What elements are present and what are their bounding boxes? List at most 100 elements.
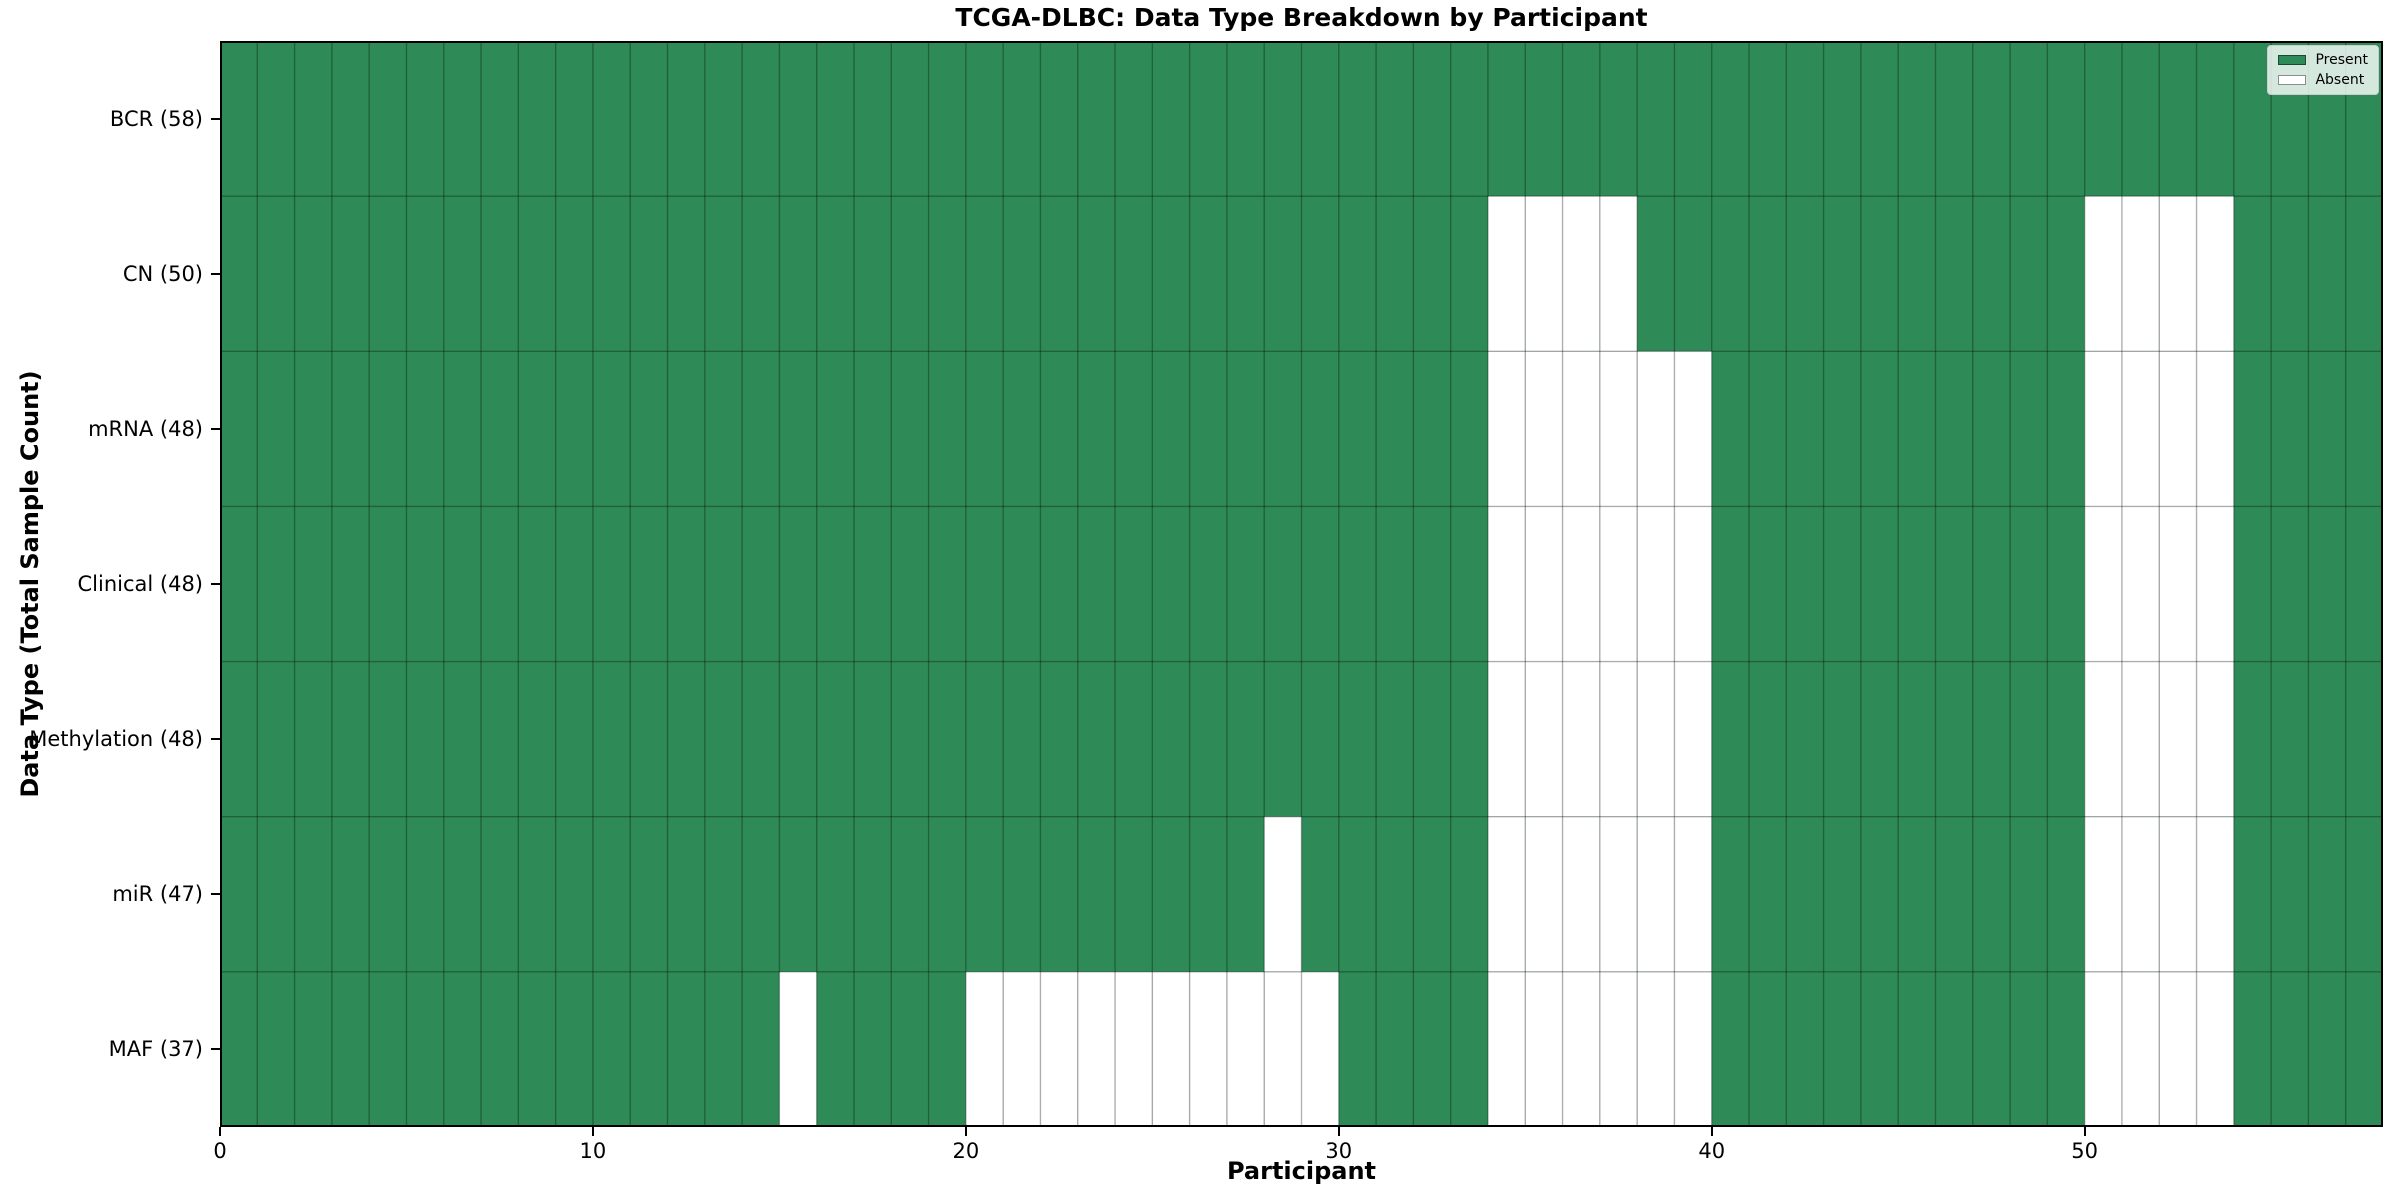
y-tick-label: miR (47) (112, 882, 203, 907)
absent-cell (2084, 351, 2122, 507)
x-axis-label: Participant (1226, 1157, 1377, 1185)
absent-cell (2196, 351, 2234, 507)
absent-cell (1487, 971, 1526, 1127)
x-tick-mark (2083, 1127, 2086, 1136)
absent-cell (2121, 506, 2160, 662)
y-tick-mark (211, 117, 220, 120)
y-tick-label: Methylation (48) (29, 727, 203, 752)
absent-cell (1189, 971, 1227, 1127)
absent-cell (1599, 351, 1638, 507)
x-tick-label: 50 (2071, 1139, 2099, 1163)
legend-label-absent: Absent (2315, 72, 2365, 88)
absent-cell (1674, 661, 1712, 817)
absent-cell (1115, 971, 1153, 1127)
absent-cell (1226, 971, 1265, 1127)
x-tick-label: 0 (213, 1139, 227, 1163)
y-tick-label: mRNA (48) (88, 416, 203, 441)
absent-cell (1562, 196, 1600, 352)
absent-cell (1264, 816, 1302, 972)
absent-cell (2084, 816, 2122, 972)
absent-cell (1599, 196, 1638, 352)
absent-cell (1599, 971, 1638, 1127)
absent-cell (2084, 661, 2122, 817)
absent-cell (1637, 506, 1675, 662)
x-tick-mark (1337, 1127, 1340, 1136)
absent-cell (2084, 971, 2122, 1127)
x-tick-mark (591, 1127, 594, 1136)
absent-cell (1599, 661, 1638, 817)
y-tick-mark (211, 1048, 220, 1051)
absent-cell (2121, 196, 2160, 352)
absent-cell (2084, 506, 2122, 662)
absent-cell (1525, 661, 1563, 817)
absent-cell (779, 971, 817, 1127)
absent-cell (1599, 816, 1638, 972)
y-tick-label: BCR (58) (109, 106, 203, 131)
absent-cell (2159, 351, 2197, 507)
absent-cell (1637, 816, 1675, 972)
absent-cell (1674, 506, 1712, 662)
absent-cell (1487, 661, 1526, 817)
y-tick-mark (211, 738, 220, 741)
absent-cell (2121, 661, 2160, 817)
absent-cell (2121, 351, 2160, 507)
x-tick-label: 40 (1698, 1139, 1726, 1163)
absent-cell (1487, 196, 1526, 352)
absent-cell (1674, 351, 1712, 507)
legend-entry-present: Present (2278, 53, 2368, 67)
absent-cell (965, 971, 1004, 1127)
absent-cell (1562, 971, 1600, 1127)
absent-cell (1674, 971, 1712, 1127)
absent-cell (2159, 661, 2197, 817)
legend: Present Absent (2267, 45, 2379, 95)
absent-cell (1525, 971, 1563, 1127)
chart-title: TCGA-DLBC: Data Type Breakdown by Partic… (955, 3, 1648, 32)
y-tick-mark (211, 427, 220, 430)
plot-border (220, 41, 2383, 1127)
y-tick-label: CN (50) (122, 261, 203, 286)
absent-cell (1301, 971, 1339, 1127)
absent-cell (1264, 971, 1302, 1127)
absent-cell (1487, 351, 1526, 507)
absent-cell (2159, 971, 2197, 1127)
absent-cell (1040, 971, 1078, 1127)
absent-cell (2196, 661, 2234, 817)
y-tick-label: Clinical (48) (77, 572, 203, 596)
absent-cell (1487, 816, 1526, 972)
absent-cell (1637, 971, 1675, 1127)
absent-cell (2196, 816, 2234, 972)
legend-entry-absent: Absent (2278, 73, 2368, 87)
y-tick-mark (211, 272, 220, 275)
absent-cell (2121, 971, 2160, 1127)
y-tick-label: MAF (37) (108, 1037, 203, 1062)
absent-cell (1562, 351, 1600, 507)
absent-cell (1562, 661, 1600, 817)
absent-cell (1637, 661, 1675, 817)
absent-cell (1003, 971, 1041, 1127)
plot-area: Present Absent (220, 41, 2383, 1127)
legend-label-present: Present (2315, 52, 2368, 68)
absent-cell (1562, 816, 1600, 972)
absent-cell (1674, 816, 1712, 972)
absent-swatch (2278, 75, 2307, 85)
heatmap-canvas (220, 41, 2383, 1127)
y-tick-mark (211, 893, 220, 896)
x-tick-mark (1710, 1127, 1713, 1136)
absent-cell (1525, 196, 1563, 352)
absent-cell (1152, 971, 1190, 1127)
absent-cell (2196, 506, 2234, 662)
absent-cell (1525, 351, 1563, 507)
y-tick-mark (211, 583, 220, 585)
x-tick-mark (219, 1127, 221, 1136)
absent-cell (2196, 971, 2234, 1127)
present-swatch (2278, 55, 2307, 65)
absent-cell (2121, 816, 2160, 972)
absent-cell (1599, 506, 1638, 662)
absent-cell (1637, 351, 1675, 507)
absent-cell (1487, 506, 1526, 662)
absent-cell (1525, 816, 1563, 972)
absent-cell (2159, 196, 2197, 352)
x-tick-label: 20 (952, 1139, 980, 1163)
absent-cell (2084, 196, 2122, 352)
